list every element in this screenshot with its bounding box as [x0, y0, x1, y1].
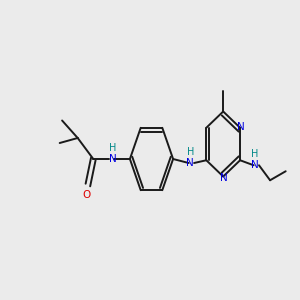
Text: O: O: [82, 190, 91, 200]
Text: H: H: [251, 149, 259, 159]
Text: N: N: [251, 160, 259, 170]
Text: H: H: [109, 143, 116, 153]
Text: N: N: [186, 158, 194, 168]
Text: N: N: [109, 154, 117, 164]
Text: N: N: [220, 173, 228, 183]
Text: H: H: [187, 147, 194, 157]
Text: N: N: [237, 122, 244, 132]
